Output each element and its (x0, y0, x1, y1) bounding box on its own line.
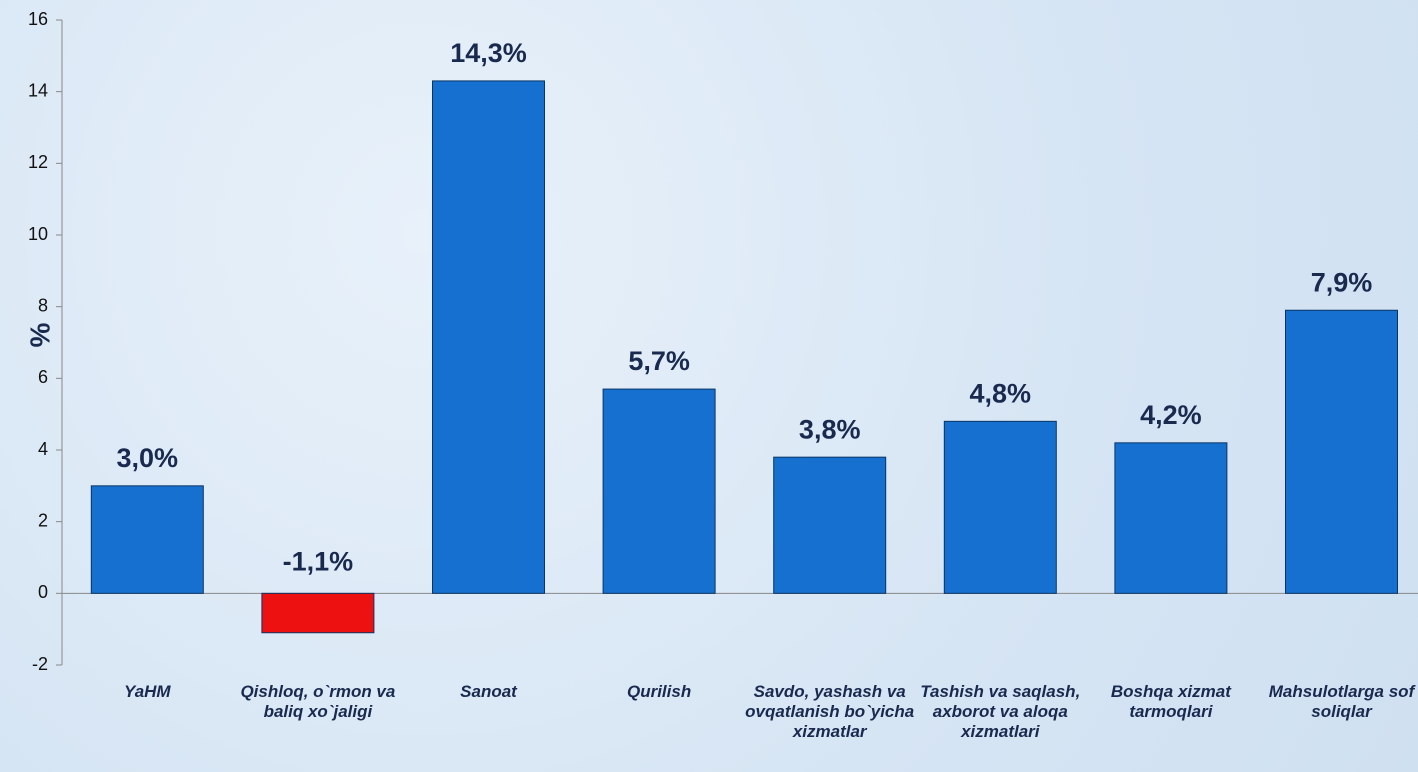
x-tick-label: YaHM (123, 682, 171, 701)
value-label: 4,8% (970, 378, 1032, 408)
bar (1285, 309, 1398, 594)
value-label: 3,8% (799, 414, 861, 444)
bar (1114, 442, 1228, 594)
value-label: -1,1% (283, 546, 354, 576)
y-tick-label: 8 (38, 295, 48, 315)
value-label: 7,9% (1311, 267, 1373, 297)
y-axis-label: % (24, 322, 55, 347)
x-tick-label: Savdo, yashash va ovqatlanish bo`yicha x… (745, 682, 915, 741)
y-tick-label: 2 (38, 510, 48, 530)
y-tick-label: 10 (28, 224, 48, 244)
x-tick-label: Qishloq, o`rmon va baliq xo`jaligi (240, 682, 396, 721)
y-tick-label: 16 (28, 9, 48, 29)
x-tick-label: Mahsulotlarga sof soliqlar (1268, 682, 1415, 721)
value-label: 14,3% (450, 38, 527, 68)
bar (432, 80, 545, 594)
value-label: 3,0% (117, 443, 179, 473)
value-label: 5,7% (628, 346, 690, 376)
x-tick-label: Boshqa xizmat tarmoqlari (1110, 682, 1231, 721)
x-tick-label: Qurilish (626, 682, 692, 701)
y-tick-label: 12 (28, 152, 48, 172)
y-tick-label: 6 (38, 367, 48, 387)
y-tick-label: 4 (38, 439, 48, 459)
bar (773, 456, 887, 594)
bar (90, 485, 204, 594)
y-tick-label: -2 (32, 654, 48, 674)
bar (602, 388, 716, 594)
y-tick-label: 0 (38, 582, 48, 602)
y-tick-label: 14 (28, 80, 48, 100)
bar (261, 592, 375, 634)
x-tick-label: Sanoat (460, 682, 517, 701)
value-label: 4,2% (1140, 400, 1202, 430)
x-tick-label: Tashish va saqlash, axborot va aloqa xiz… (920, 682, 1081, 741)
bar (943, 420, 1057, 594)
